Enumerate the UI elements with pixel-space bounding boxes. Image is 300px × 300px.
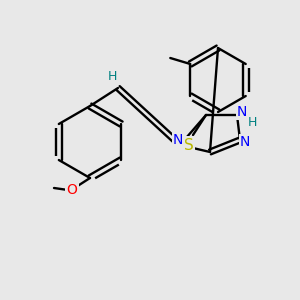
Text: H: H	[107, 70, 117, 83]
Text: O: O	[67, 183, 77, 197]
Text: N: N	[173, 133, 183, 147]
Text: S: S	[184, 137, 194, 152]
Text: N: N	[237, 105, 247, 119]
Text: H: H	[247, 116, 257, 128]
Text: N: N	[240, 135, 250, 149]
